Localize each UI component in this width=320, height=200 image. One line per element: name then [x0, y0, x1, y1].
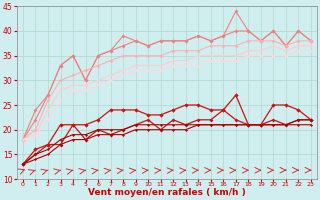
X-axis label: Vent moyen/en rafales ( km/h ): Vent moyen/en rafales ( km/h )	[88, 188, 246, 197]
